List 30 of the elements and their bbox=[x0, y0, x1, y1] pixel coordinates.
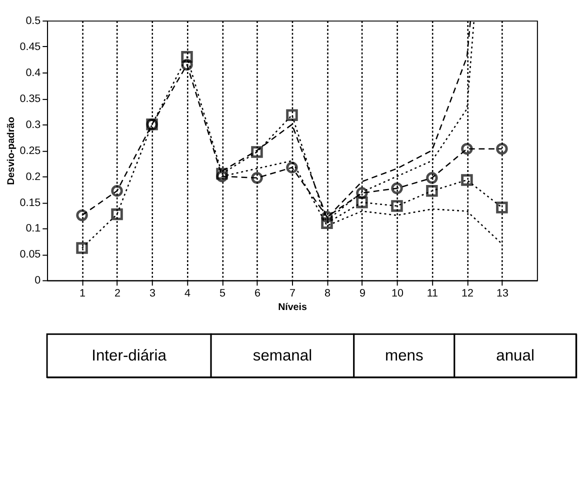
x-tick-label: 9 bbox=[359, 287, 366, 300]
x-tick-label: 7 bbox=[289, 287, 296, 300]
x-tick-label: 3 bbox=[150, 287, 156, 300]
x-tick-label: 8 bbox=[324, 287, 330, 300]
y-tick-label: 0.15 bbox=[20, 196, 41, 209]
y-tick-label: 0.3 bbox=[26, 118, 41, 131]
y-tick-label: 0.5 bbox=[26, 15, 41, 27]
text: anual bbox=[496, 348, 534, 365]
text: semanal bbox=[252, 348, 312, 365]
text: Inter-diária bbox=[92, 348, 167, 365]
x-tick-label: 2 bbox=[114, 287, 121, 300]
y-tick-label: 0.1 bbox=[26, 222, 41, 235]
y-tick-label: 0 bbox=[34, 274, 41, 287]
text: mens bbox=[385, 348, 424, 365]
x-tick-label: 12 bbox=[461, 287, 474, 300]
x-tick-label: 1 bbox=[80, 287, 86, 300]
x-tick-label: 4 bbox=[184, 287, 190, 300]
x-tick-label: 13 bbox=[496, 287, 508, 300]
y-tick-label: 0.25 bbox=[20, 144, 41, 157]
y-tick-label: 0.45 bbox=[20, 40, 41, 53]
x-axis-title: Níveis bbox=[278, 302, 308, 314]
x-tick-label: 5 bbox=[219, 287, 226, 300]
y-axis-title: Desvio-padrão bbox=[6, 116, 17, 185]
y-tick-label: 0.4 bbox=[26, 66, 41, 79]
x-tick-label: 10 bbox=[391, 287, 404, 300]
x-tick-label: 11 bbox=[426, 287, 438, 300]
x-tick-label: 6 bbox=[254, 287, 260, 300]
y-tick-label: 0.05 bbox=[20, 248, 41, 261]
y-tick-label: 0.2 bbox=[26, 170, 41, 183]
y-tick-label: 0.35 bbox=[20, 92, 41, 105]
